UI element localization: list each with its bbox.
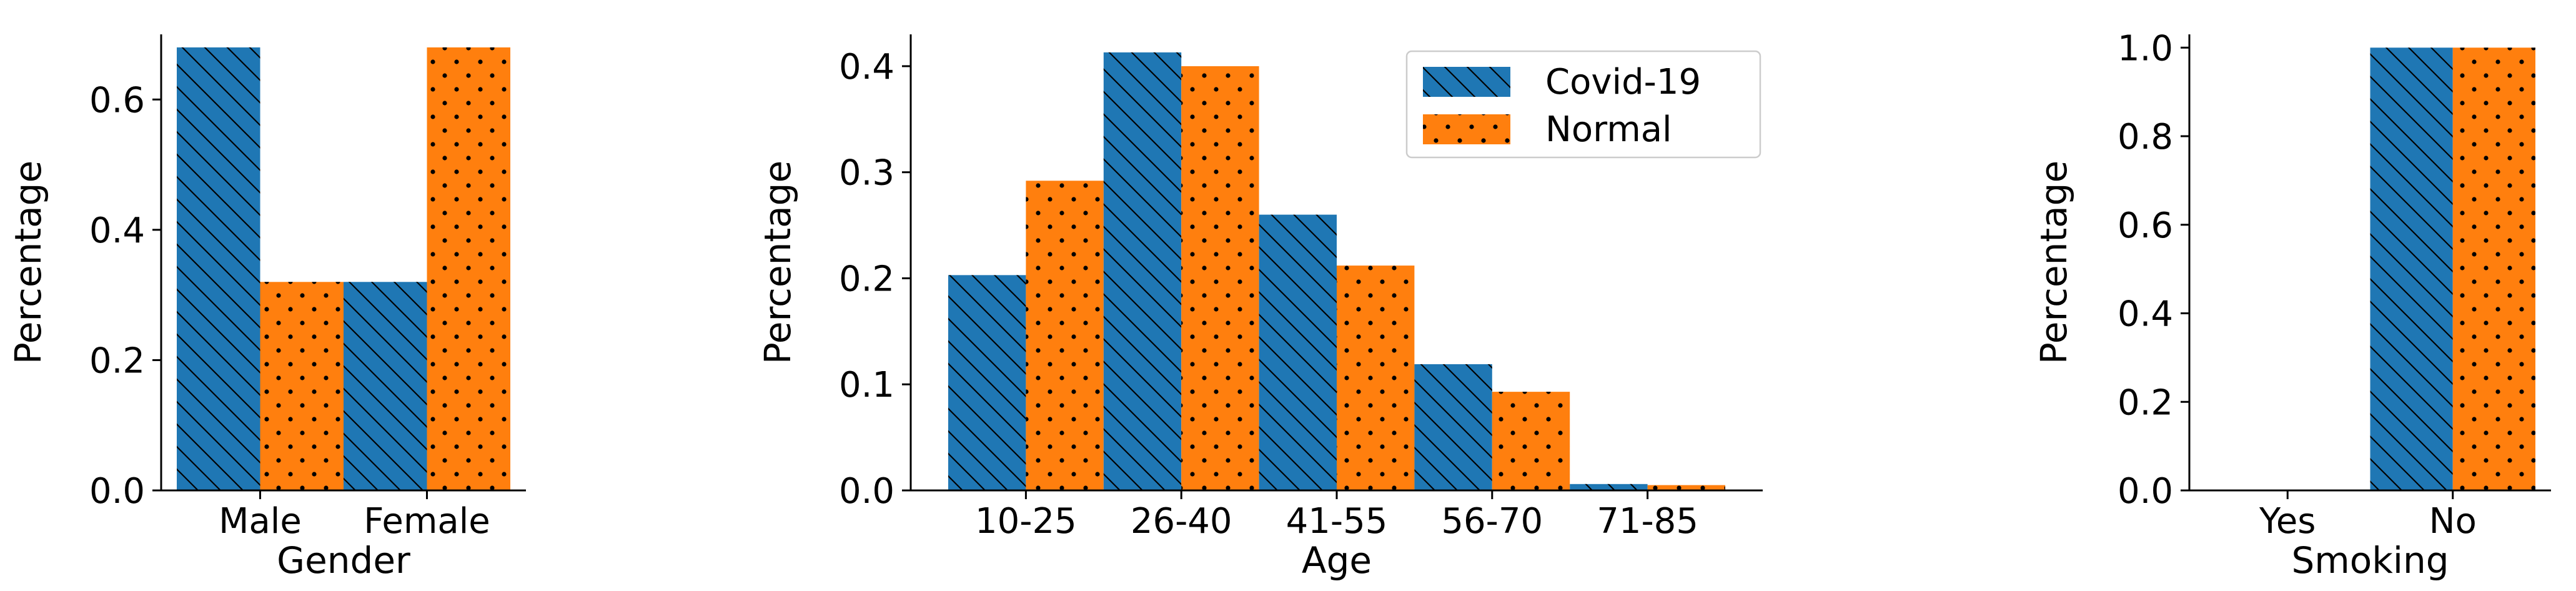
y-ticks-smoking: 0.0 0.2 0.4 0.6 0.8 1.0 bbox=[2118, 28, 2189, 512]
y-tick-label: 0.0 bbox=[89, 471, 145, 512]
chart-gender: 0.0 0.2 0.4 0.6 Male Female Percentage Gende… bbox=[7, 34, 526, 582]
legend-swatch-covid-hatch bbox=[1423, 67, 1510, 97]
bar-normal-female-pattern bbox=[427, 47, 510, 491]
bar-normal-male-pattern bbox=[260, 282, 344, 490]
legend-label-covid: Covid-19 bbox=[1545, 62, 1701, 102]
y-tick-label: 0.6 bbox=[89, 80, 145, 121]
x-tick-label-56-70: 56-70 bbox=[1441, 501, 1543, 542]
y-tick-label: 0.4 bbox=[839, 47, 894, 87]
x-tick-label-male: Male bbox=[219, 501, 302, 542]
bar-normal-no-pattern bbox=[2452, 47, 2535, 490]
bar-covid-19-male-pattern bbox=[177, 47, 260, 491]
legend: Covid-19 Normal bbox=[1405, 50, 1761, 159]
x-axis-label-smoking: Smoking bbox=[2291, 539, 2449, 582]
y-tick-label: 0.2 bbox=[2118, 382, 2173, 423]
bar-covid-19-56-70-pattern bbox=[1414, 364, 1492, 490]
bar-covid-19-41-55-pattern bbox=[1259, 214, 1337, 490]
y-tick-label: 0.8 bbox=[2118, 117, 2173, 157]
chart-smoking: 0.0 0.2 0.4 0.6 0.8 1.0 Yes No Percentage Smok… bbox=[2033, 28, 2551, 582]
x-axis-label-gender: Gender bbox=[277, 539, 410, 582]
y-ticks-gender: 0.0 0.2 0.4 0.6 bbox=[89, 80, 161, 512]
y-axis-label-smoking: Percentage bbox=[2033, 161, 2075, 364]
y-axis-label-age: Percentage bbox=[756, 161, 799, 364]
bar-normal-26-40-pattern bbox=[1181, 66, 1259, 490]
x-tick-label-26-40: 26-40 bbox=[1131, 501, 1232, 542]
bar-covid-19-no-pattern bbox=[2370, 47, 2453, 490]
x-tick-label-10-25: 10-25 bbox=[975, 501, 1077, 542]
x-ticks-smoking: Yes No bbox=[2259, 490, 2477, 542]
x-tick-label-yes: Yes bbox=[2259, 501, 2316, 542]
bar-normal-10-25-pattern bbox=[1026, 181, 1104, 490]
x-axis-label-age: Age bbox=[1302, 539, 1372, 582]
x-ticks-age: 10-25 26-40 41-55 56-70 71-85 bbox=[975, 490, 1698, 542]
x-tick-label-female: Female bbox=[364, 501, 490, 542]
y-tick-label: 0.2 bbox=[89, 340, 145, 381]
bar-normal-41-55-pattern bbox=[1337, 266, 1415, 490]
bars-age bbox=[948, 52, 1725, 490]
y-tick-label: 0.4 bbox=[2118, 294, 2173, 335]
bar-covid-19-71-85-pattern bbox=[1570, 484, 1648, 490]
bar-covid-19-female-pattern bbox=[344, 282, 427, 490]
bar-covid-19-26-40-pattern bbox=[1103, 52, 1182, 490]
y-tick-label: 1.0 bbox=[2118, 28, 2173, 69]
y-tick-label: 0.3 bbox=[839, 153, 894, 194]
y-tick-label: 0.0 bbox=[839, 471, 894, 512]
y-tick-label: 0.0 bbox=[2118, 471, 2173, 512]
y-tick-label: 0.2 bbox=[839, 259, 894, 299]
bar-normal-56-70-pattern bbox=[1492, 392, 1570, 490]
x-tick-label-71-85: 71-85 bbox=[1597, 501, 1698, 542]
legend-label-normal: Normal bbox=[1545, 109, 1672, 150]
x-ticks-gender: Male Female bbox=[219, 490, 490, 542]
y-tick-label: 0.4 bbox=[89, 211, 145, 251]
bars-smoking bbox=[2370, 47, 2535, 490]
x-tick-label-no: No bbox=[2429, 501, 2477, 542]
bar-covid-19-10-25-pattern bbox=[948, 275, 1026, 490]
x-tick-label-41-55: 41-55 bbox=[1286, 501, 1388, 542]
y-axis-label-gender: Percentage bbox=[7, 161, 49, 364]
bar-normal-71-85-pattern bbox=[1647, 485, 1725, 490]
y-tick-label: 0.6 bbox=[2118, 206, 2173, 246]
y-tick-label: 0.1 bbox=[839, 365, 894, 405]
y-ticks-age: 0.0 0.1 0.2 0.3 0.4 bbox=[839, 47, 911, 512]
bars-gender bbox=[177, 47, 510, 491]
legend-swatch-normal-dots bbox=[1423, 114, 1510, 144]
chart-age: 0.0 0.1 0.2 0.3 0.4 10-25 26-40 41-55 56-70 71-8… bbox=[756, 34, 1763, 582]
